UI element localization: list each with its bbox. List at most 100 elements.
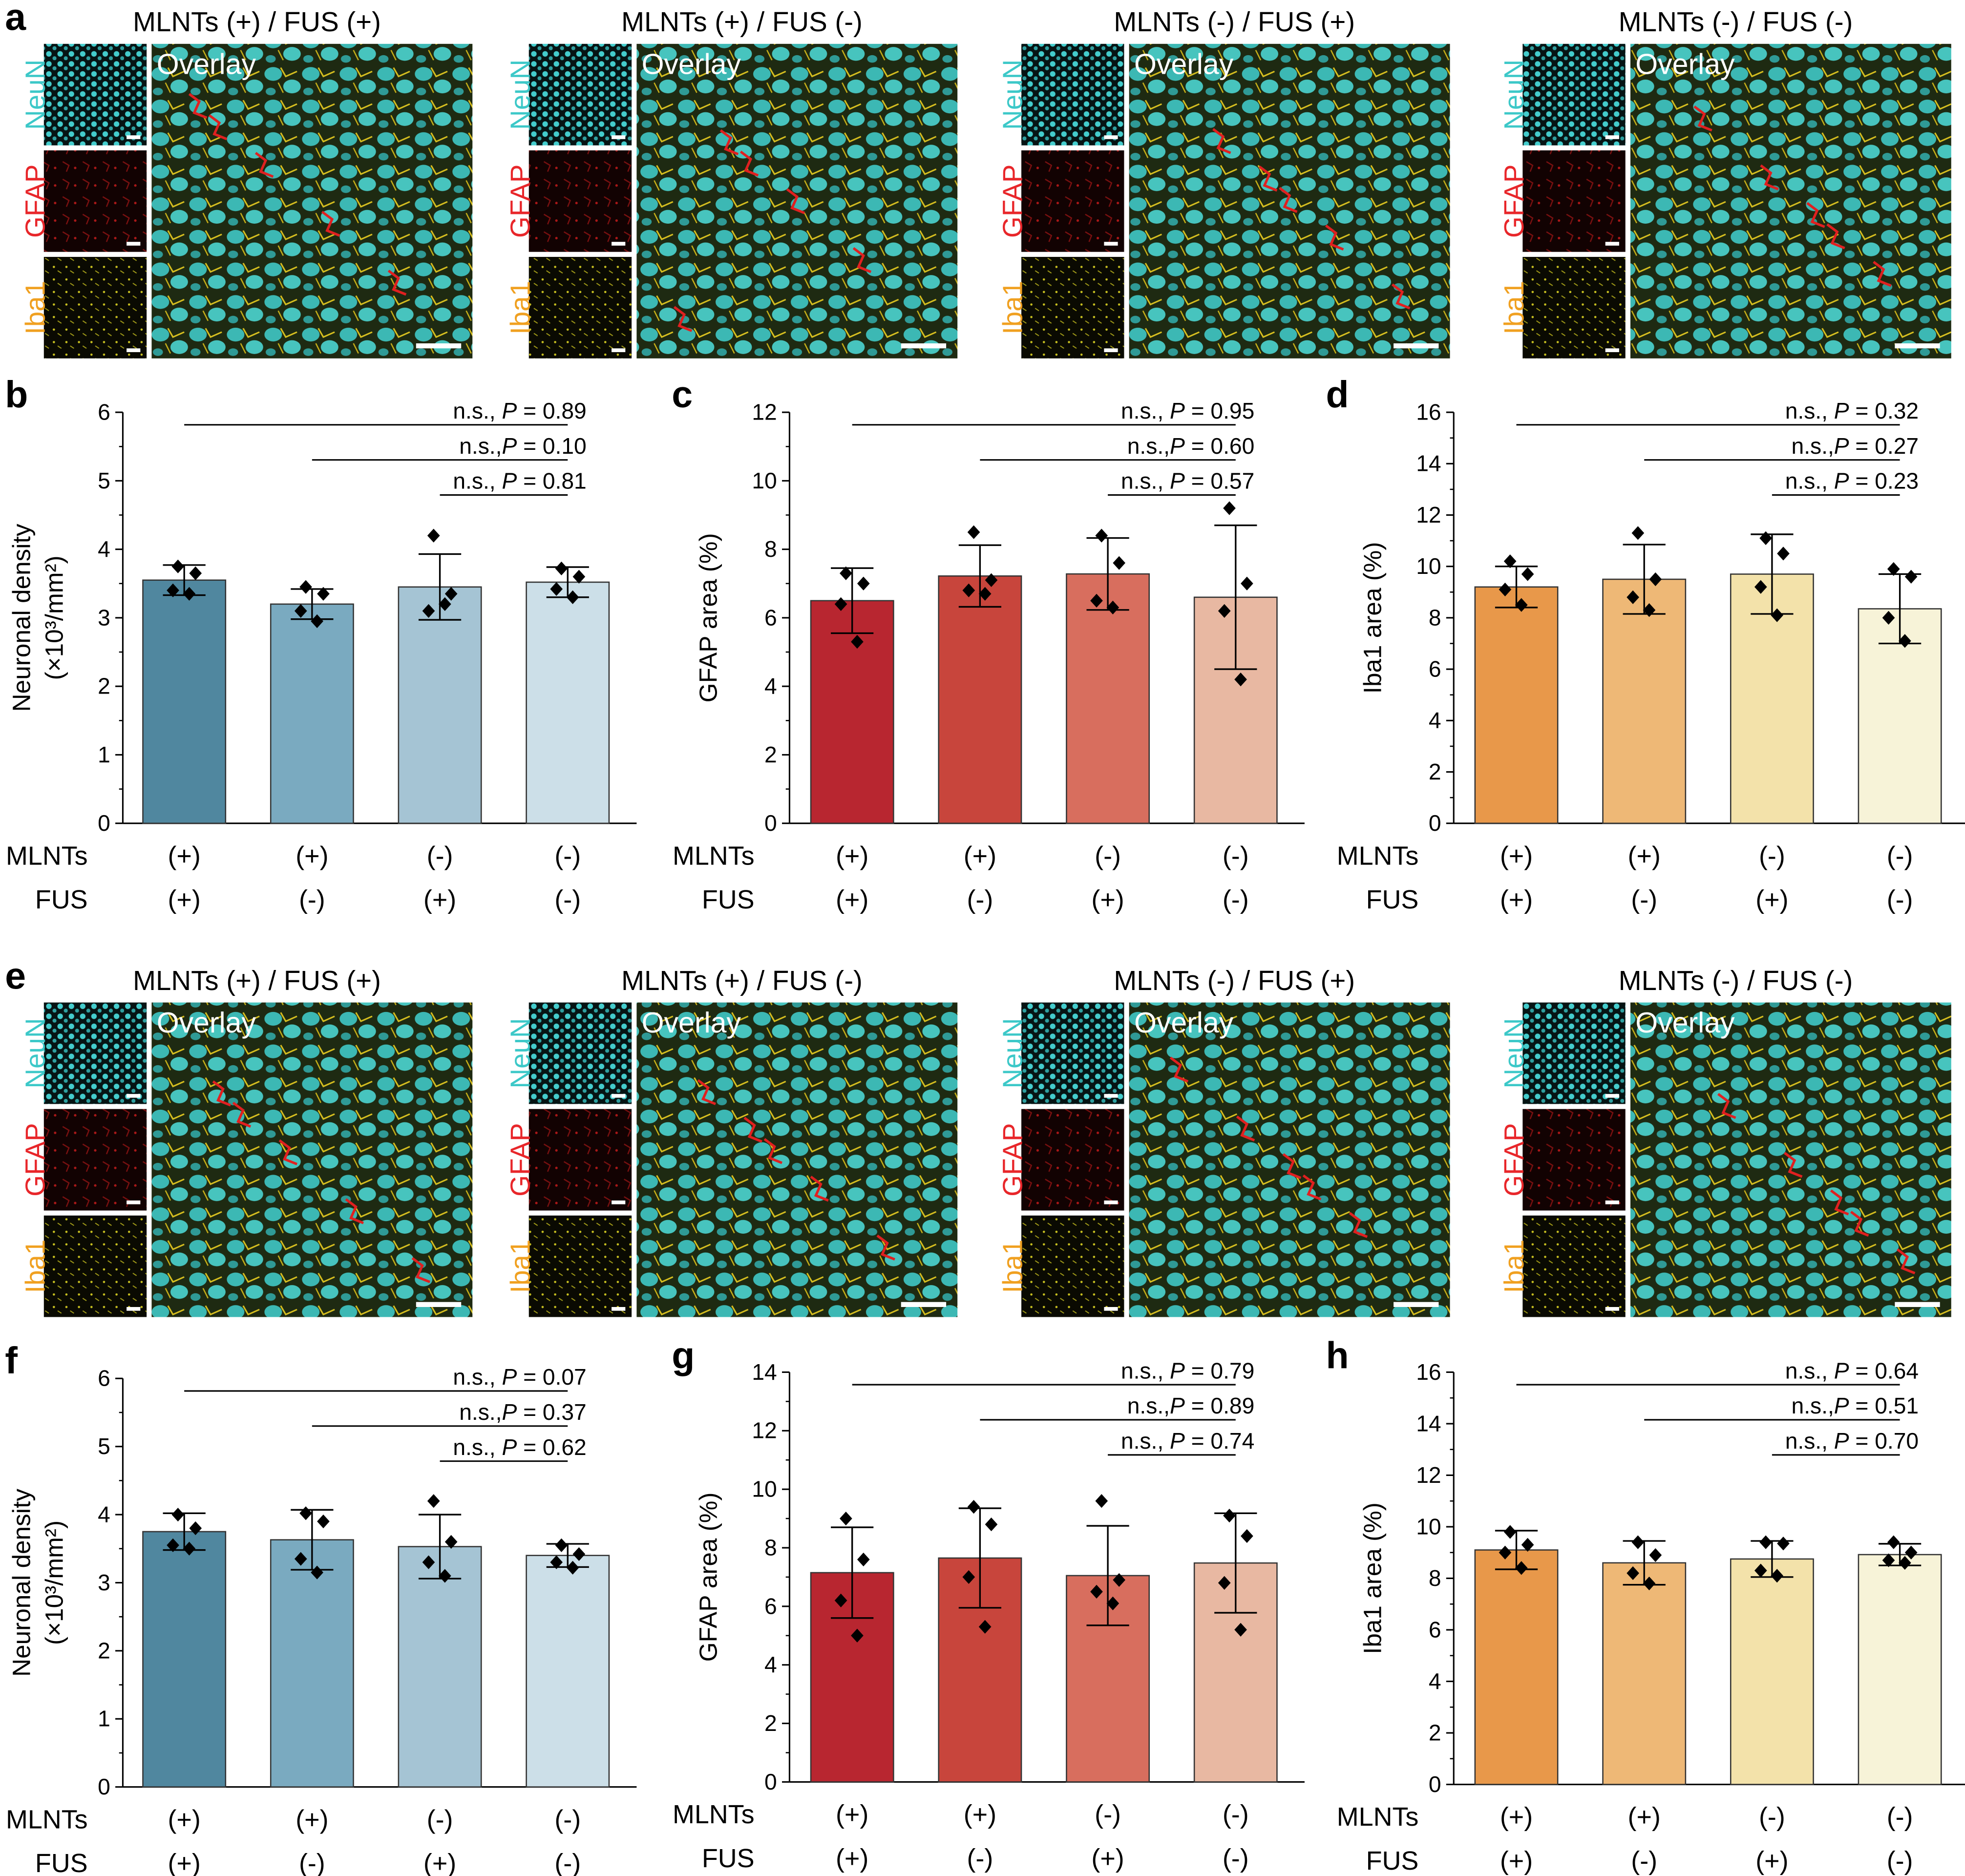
micrograph-panel: MLNTs (+) / FUS (+) NeuN GFAP Iba1 Overlay <box>20 6 473 358</box>
group-value: (+) <box>423 885 456 914</box>
group-value: (+) <box>1755 885 1788 914</box>
data-point <box>1754 1563 1767 1578</box>
data-point <box>967 525 980 539</box>
bar <box>1858 1554 1942 1785</box>
y-tick-label: 8 <box>764 1535 777 1560</box>
data-point <box>427 1494 440 1508</box>
micrograph-panel: MLNTs (-) / FUS (-) NeuN GFAP Iba1 Overlay <box>1499 965 1951 1317</box>
micrograph-title: MLNTs (+) / FUS (-) <box>621 6 863 37</box>
significance-value: = 0.32 <box>1849 398 1919 423</box>
significance-label: n.s.,P = 0.10 <box>459 433 587 459</box>
gfap-signal <box>411 1257 430 1284</box>
scale-bar <box>1104 1307 1118 1311</box>
y-tick-label: 2 <box>98 1638 110 1663</box>
significance-value: = 0.57 <box>1185 468 1254 494</box>
data-point <box>857 576 870 590</box>
group-value: (-) <box>967 885 993 914</box>
significance-value: = 0.79 <box>1185 1358 1254 1383</box>
scale-bar <box>1104 1200 1118 1204</box>
data-point <box>1223 501 1236 515</box>
group-value: (-) <box>1095 1800 1121 1829</box>
overlay-label: Overlay <box>642 1007 741 1039</box>
data-point <box>555 561 568 576</box>
group-row-label-mlnts: MLNTs <box>6 1805 88 1834</box>
scale-bar <box>1605 1094 1619 1098</box>
significance-p: P <box>502 468 517 494</box>
scale-bar <box>1104 242 1118 246</box>
channel-image-iba1 <box>528 256 632 358</box>
significance-ns: n.s., <box>1127 1393 1170 1418</box>
scale-bar <box>416 343 462 349</box>
channel-image-gfap <box>528 1109 632 1211</box>
data-point <box>851 634 864 649</box>
y-axis-label: GFAP area (%) <box>695 533 722 702</box>
gfap-signal <box>1212 128 1231 154</box>
micrograph-title: MLNTs (+) / FUS (+) <box>133 965 381 996</box>
gfap-signal <box>1349 1212 1368 1238</box>
y-tick-label: 10 <box>1416 1514 1441 1539</box>
scale-bar <box>612 1200 626 1204</box>
data-point <box>1218 604 1231 618</box>
y-tick-label: 5 <box>98 468 110 493</box>
group-value: (+) <box>1755 1846 1788 1876</box>
significance-label: n.s., P = 0.81 <box>453 468 586 494</box>
gfap-signal <box>719 129 739 155</box>
y-axis-unit: (×10³/mm²) <box>40 555 68 680</box>
data-point <box>171 559 185 573</box>
chart-d: d 0 2 4 6 8 10 12 14 16 Iba1 area (%) n.s., P = 0.3… <box>1326 374 1965 914</box>
gfap-signal <box>1282 1153 1302 1180</box>
significance-value: = 0.27 <box>1849 433 1919 459</box>
panel-label-b: b <box>5 374 28 416</box>
y-tick-label: 0 <box>1429 1771 1441 1797</box>
significance-ns: n.s., <box>1785 468 1834 494</box>
group-value: (-) <box>1887 885 1913 914</box>
significance-ns: n.s., <box>453 1434 502 1460</box>
overlay-label: Overlay <box>157 48 256 80</box>
group-value: (-) <box>299 885 325 914</box>
significance-ns: n.s., <box>1792 1393 1834 1418</box>
significance-label: n.s.,P = 0.27 <box>1792 433 1919 459</box>
channel-label-gfap: GFAP <box>997 165 1028 238</box>
gfap-signal <box>212 1080 232 1107</box>
micrograph-panel: MLNTs (-) / FUS (+) NeuN GFAP Iba1 Overlay <box>997 6 1450 358</box>
channel-image-neun <box>1021 1002 1124 1104</box>
group-value: (-) <box>1223 1800 1249 1829</box>
scale-bar <box>612 1094 626 1098</box>
group-row-label-fus: FUS <box>1366 885 1419 914</box>
significance-p: P <box>502 1399 517 1425</box>
data-point <box>857 1552 870 1567</box>
gfap-signal <box>1850 1210 1869 1237</box>
significance-value: = 0.10 <box>517 433 586 459</box>
significance-label: n.s.,P = 0.89 <box>1127 1393 1255 1418</box>
data-point <box>1218 1576 1231 1590</box>
panel-label-a: a <box>5 0 26 39</box>
group-value: (-) <box>427 1805 453 1834</box>
gfap-signal <box>1896 1248 1916 1275</box>
scale-bar <box>612 348 626 352</box>
gfap-signal <box>321 211 340 237</box>
group-value: (-) <box>554 1849 581 1876</box>
y-tick-label: 1 <box>98 1706 110 1731</box>
group-value: (+) <box>423 1849 456 1876</box>
scale-bar <box>612 135 626 139</box>
gfap-signal <box>876 1234 895 1261</box>
significance-label: n.s., P = 0.79 <box>1121 1358 1254 1383</box>
channel-image-gfap <box>1522 150 1626 252</box>
channel-image-iba1 <box>1021 256 1124 358</box>
significance-value: = 0.51 <box>1849 1393 1919 1418</box>
channel-label-neun: NeuN <box>505 60 535 130</box>
data-point <box>294 604 307 618</box>
data-point <box>1887 1535 1900 1549</box>
channel-image-neun <box>43 1002 147 1104</box>
significance-value: = 0.23 <box>1849 468 1919 494</box>
significance-p: P <box>1834 1358 1849 1383</box>
y-tick-label: 2 <box>98 674 110 699</box>
bar <box>1066 573 1150 824</box>
group-value: (-) <box>1631 885 1657 914</box>
panel-label-f: f <box>5 1340 18 1382</box>
y-tick-label: 3 <box>98 1570 110 1595</box>
group-row-label-fus: FUS <box>35 885 88 914</box>
significance-p: P <box>1834 1393 1849 1418</box>
